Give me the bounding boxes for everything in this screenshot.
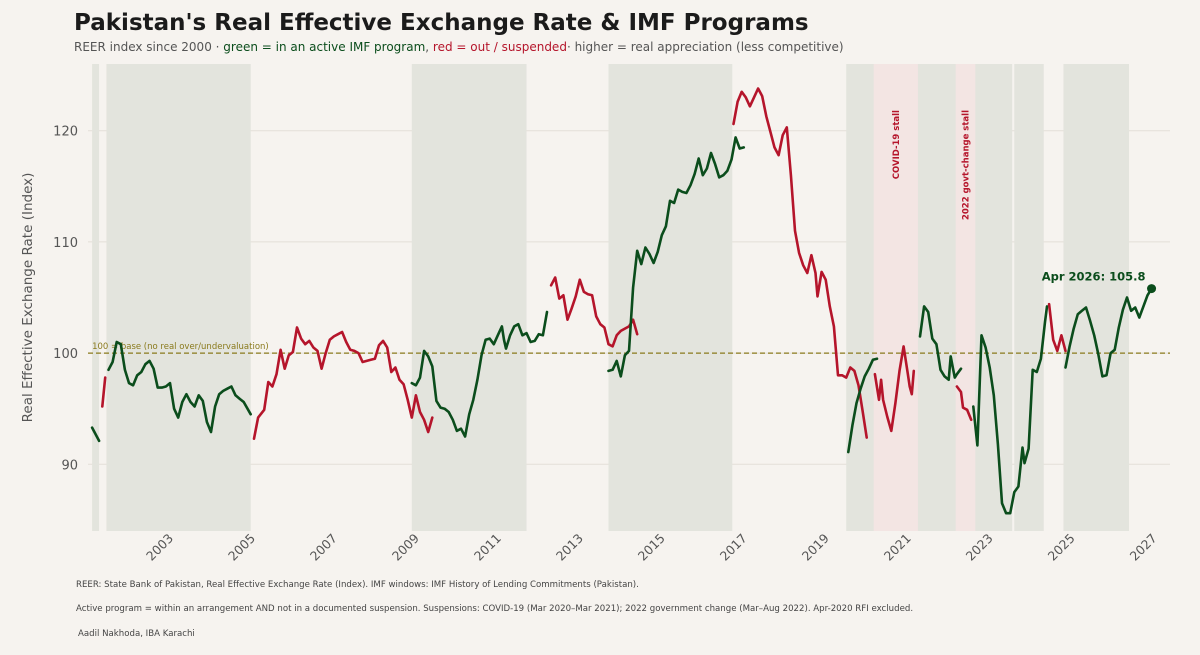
- program-window-band: [1014, 64, 1044, 531]
- reer-line-out-of-program: [955, 385, 973, 422]
- program-window-band: [411, 64, 527, 531]
- reer-line-active-program: [847, 357, 879, 454]
- x-tick-label: 2027: [1127, 531, 1160, 564]
- suspension-band: [955, 64, 976, 531]
- footer-source: REER: State Bank of Pakistan, Real Effec…: [76, 580, 639, 590]
- reer-line-out-of-program: [252, 326, 434, 440]
- chart-title: Pakistan's Real Effective Exchange Rate …: [74, 10, 809, 36]
- latest-value-annotation: Apr 2026: 105.8: [1042, 270, 1146, 284]
- footer-method-note: Active program = within an arrangement A…: [76, 604, 914, 614]
- reer-line-active-program: [607, 136, 746, 378]
- x-tick-label: 2019: [799, 530, 832, 563]
- x-tick-label: 2015: [635, 531, 668, 564]
- program-window-band: [608, 64, 733, 531]
- reer-line-out-of-program: [873, 345, 916, 433]
- subtitle-green-key: green = in an active IMF program: [223, 40, 426, 54]
- x-tick-label: 2025: [1045, 531, 1078, 564]
- baseline-label: 100 = base (no real over/undervaluation): [92, 342, 269, 352]
- subtitle-tail: · higher = real appreciation (less compe…: [566, 40, 844, 54]
- subtitle-separator: ,: [425, 40, 433, 54]
- reer-line-active-program: [90, 426, 101, 443]
- y-tick-label: 90: [61, 458, 78, 473]
- reer-line-active-program: [918, 305, 963, 382]
- subtitle-red-key: red = out / suspended: [432, 40, 567, 54]
- x-tick-label: 2017: [717, 531, 750, 564]
- x-tick-label: 2005: [225, 531, 258, 564]
- program-window-band: [92, 64, 100, 531]
- x-tick-label: 2013: [553, 531, 586, 564]
- latest-value-dot: [1147, 284, 1157, 294]
- x-tick-label: 2009: [389, 530, 422, 563]
- subtitle-lead: REER index since 2000 ·: [74, 40, 224, 54]
- x-tick-label: 2021: [881, 531, 914, 564]
- x-tick-label: 2003: [143, 531, 176, 564]
- reer-line-active-program: [972, 305, 1049, 515]
- reer-line-out-of-program: [549, 276, 639, 348]
- x-tick-label: 2007: [307, 531, 340, 564]
- x-tick-label: 2011: [471, 531, 504, 564]
- y-axis-title: Real Effective Exchange Rate (Index): [20, 173, 36, 423]
- y-tick-label: 110: [53, 236, 78, 251]
- x-tick-label: 2023: [963, 531, 996, 564]
- footer-credit: Aadil Nakhoda, IBA Karachi: [78, 629, 195, 639]
- reer-line-active-program: [410, 310, 549, 438]
- y-tick-label: 100: [53, 347, 78, 362]
- reer-line-out-of-program: [1047, 302, 1067, 353]
- program-window-band: [106, 64, 251, 531]
- suspension-label: 2022 govt-change stall: [961, 110, 971, 220]
- reer-line-active-program: [1064, 287, 1153, 378]
- suspension-label: COVID-19 stall: [892, 110, 902, 179]
- reer-line-out-of-program: [732, 87, 868, 439]
- y-tick-label: 120: [53, 125, 78, 140]
- reer-line-out-of-program: [101, 376, 107, 408]
- program-window-band: [973, 64, 1013, 531]
- reer-line-active-program: [107, 340, 252, 434]
- suspension-band: [873, 64, 918, 531]
- program-window-band: [1063, 64, 1130, 531]
- chart-subtitle: REER index since 2000 · green = in an ac…: [74, 40, 844, 54]
